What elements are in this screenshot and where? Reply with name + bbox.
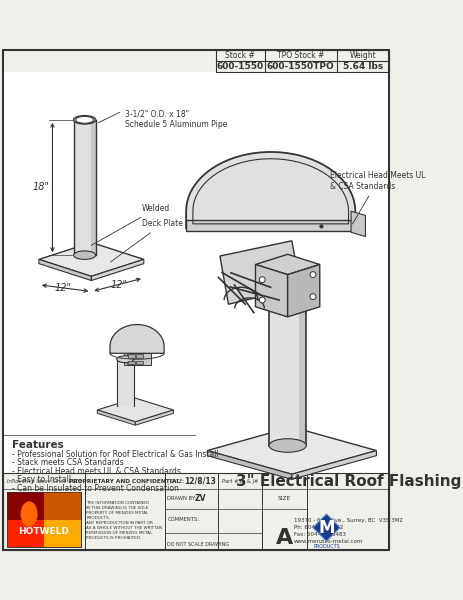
Circle shape xyxy=(309,272,315,278)
Text: A: A xyxy=(275,528,292,548)
Circle shape xyxy=(309,293,315,299)
Text: Deck Plate: Deck Plate xyxy=(110,220,182,262)
Text: 3" Electrical Roof Flashing: 3" Electrical Roof Flashing xyxy=(235,473,460,488)
Text: Part #1a & J#: Part #1a & J# xyxy=(221,479,257,484)
Bar xyxy=(123,353,150,365)
Text: 12/8/13: 12/8/13 xyxy=(184,476,216,485)
Polygon shape xyxy=(39,259,91,281)
Bar xyxy=(269,271,306,446)
Ellipse shape xyxy=(117,356,133,362)
Bar xyxy=(44,520,81,547)
Polygon shape xyxy=(110,325,164,353)
Polygon shape xyxy=(186,152,355,228)
Bar xyxy=(3,73,388,473)
Text: Features: Features xyxy=(12,440,63,449)
Text: Electrical Head Meets UL
& CSA Standards: Electrical Head Meets UL & CSA Standards xyxy=(329,172,425,224)
Bar xyxy=(299,271,306,446)
Text: M: M xyxy=(318,518,334,536)
Text: THE INFORMATION CONTAINED
IN THIS DRAWING IS THE SOLE
PROPERTY OF MENZIES METAL
: THE INFORMATION CONTAINED IN THIS DRAWIN… xyxy=(86,501,162,541)
Text: TPO Stock #: TPO Stock # xyxy=(276,50,324,59)
Ellipse shape xyxy=(269,263,306,277)
Polygon shape xyxy=(97,398,173,422)
Circle shape xyxy=(259,297,265,303)
Polygon shape xyxy=(350,211,365,236)
Text: SIZE: SIZE xyxy=(277,496,290,501)
Polygon shape xyxy=(287,265,319,317)
Text: HOTWELD: HOTWELD xyxy=(19,527,69,536)
Polygon shape xyxy=(219,241,300,304)
Text: 3-1/2" O.D. x 18"
Schedule 5 Aluminum Pipe: 3-1/2" O.D. x 18" Schedule 5 Aluminum Pi… xyxy=(98,110,227,129)
Text: - Professional Solution for Roof Electrical & Gas Install: - Professional Solution for Roof Electri… xyxy=(12,450,218,459)
Bar xyxy=(127,354,134,358)
Bar xyxy=(7,492,81,547)
Polygon shape xyxy=(135,410,173,425)
Text: 19370 - 60th Ave., Surrey, BC  V3S 3M2
Ph: 604-530-0712
Fax: 604-530-8483
www.me: 19370 - 60th Ave., Surrey, BC V3S 3M2 Ph… xyxy=(294,518,402,544)
Text: ZV: ZV xyxy=(194,494,206,503)
Polygon shape xyxy=(207,427,375,474)
Polygon shape xyxy=(255,254,319,275)
Polygon shape xyxy=(123,353,126,365)
Text: 5.64 lbs: 5.64 lbs xyxy=(342,62,382,71)
Text: Stock #: Stock # xyxy=(225,50,255,59)
Bar xyxy=(186,220,355,232)
Text: 18": 18" xyxy=(32,182,49,193)
Polygon shape xyxy=(291,451,375,479)
Text: Welded: Welded xyxy=(91,204,170,245)
Bar xyxy=(7,492,81,547)
Text: DRAWN BY:: DRAWN BY: xyxy=(167,496,196,501)
Bar xyxy=(7,520,44,547)
Text: 600-1550TPO: 600-1550TPO xyxy=(266,62,334,71)
Text: 600-1550: 600-1550 xyxy=(216,62,263,71)
Bar xyxy=(3,473,388,550)
Text: 12": 12" xyxy=(55,283,72,293)
Polygon shape xyxy=(255,265,287,317)
Text: Innovative Ideas Since 1978: Innovative Ideas Since 1978 xyxy=(6,479,81,484)
Text: DATE:: DATE: xyxy=(169,479,184,484)
Text: DO NOT SCALE DRAWING: DO NOT SCALE DRAWING xyxy=(167,542,229,547)
Bar xyxy=(136,354,143,358)
Text: PROPRIETARY AND CONFIDENTIAL: PROPRIETARY AND CONFIDENTIAL xyxy=(69,479,180,484)
Ellipse shape xyxy=(75,116,93,123)
Bar xyxy=(44,492,81,520)
Text: - Can be Insulated to Prevent Condensation: - Can be Insulated to Prevent Condensati… xyxy=(12,484,178,493)
Circle shape xyxy=(319,225,322,228)
Ellipse shape xyxy=(269,439,306,452)
Ellipse shape xyxy=(74,251,95,259)
Polygon shape xyxy=(91,259,144,281)
Bar xyxy=(7,492,44,520)
Text: COMMENTS:: COMMENTS: xyxy=(167,517,199,521)
Ellipse shape xyxy=(74,116,95,124)
Bar xyxy=(117,359,133,406)
Bar xyxy=(127,361,134,364)
Ellipse shape xyxy=(20,502,38,527)
Bar xyxy=(136,361,143,364)
Polygon shape xyxy=(39,242,144,277)
Polygon shape xyxy=(313,514,339,541)
Text: 12": 12" xyxy=(111,280,127,290)
Polygon shape xyxy=(207,451,291,479)
Bar xyxy=(91,120,95,255)
Polygon shape xyxy=(97,410,135,425)
Text: - Easy to Install: - Easy to Install xyxy=(12,475,71,484)
Text: Weight: Weight xyxy=(349,50,375,59)
Circle shape xyxy=(259,277,265,283)
Text: - Electrical Head meets UL & CSA Standards: - Electrical Head meets UL & CSA Standar… xyxy=(12,467,180,476)
Text: PRODUCTS: PRODUCTS xyxy=(313,544,339,550)
Bar xyxy=(215,50,388,73)
Text: - Stack meets CSA Standards: - Stack meets CSA Standards xyxy=(12,458,123,467)
Bar xyxy=(74,120,95,255)
